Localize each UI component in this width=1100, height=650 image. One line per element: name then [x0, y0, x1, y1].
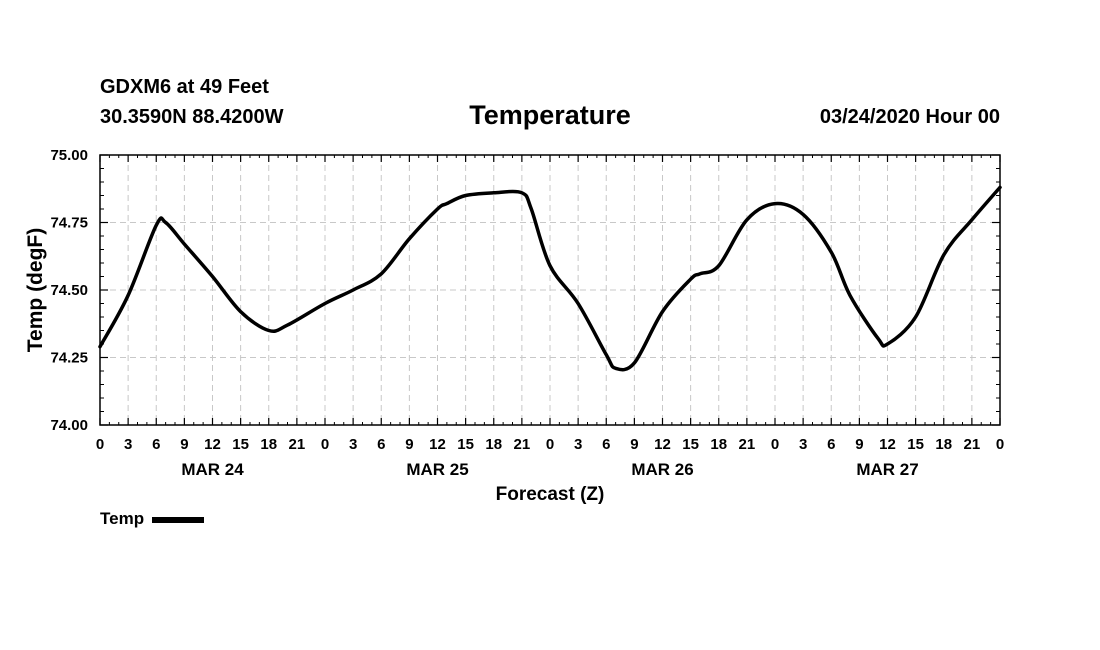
- x-tick-label: 12: [204, 436, 221, 453]
- x-tick-label: 21: [514, 436, 531, 453]
- y-tick-label: 74.50: [50, 282, 88, 299]
- x-tick-label: 15: [907, 436, 924, 453]
- x-tick-label: 9: [180, 436, 188, 453]
- x-tick-label: 3: [349, 436, 357, 453]
- x-axis-label: Forecast (Z): [496, 484, 605, 505]
- x-tick-label: 18: [710, 436, 727, 453]
- x-tick-label: 21: [739, 436, 756, 453]
- y-axis-label: Temp (degF): [24, 228, 47, 352]
- station-name: GDXM6 at 49 Feet: [100, 76, 269, 98]
- x-tick-label: 18: [485, 436, 502, 453]
- tick-layer: 0 3 6 9 12 15 18 21 0 3 6 9 12 15 18 21 0 3 6 9 12 15 18 21 0 3 6 9…: [50, 147, 1004, 479]
- x-tick-label: 6: [152, 436, 160, 453]
- x-tick-label: 12: [879, 436, 896, 453]
- x-tick-label: 21: [964, 436, 981, 453]
- plot-frame: [99, 154, 1001, 426]
- chart-title: Temperature: [469, 100, 631, 130]
- x-tick-label: 0: [771, 436, 779, 453]
- x-tick-label: 3: [574, 436, 582, 453]
- x-tick-label: 21: [289, 436, 306, 453]
- x-tick-label: 15: [682, 436, 699, 453]
- y-tick-label: 75.00: [50, 147, 88, 164]
- x-tick-label: 15: [232, 436, 249, 453]
- station-coordinates: 30.3590N 88.4200W: [100, 106, 284, 128]
- legend: Temp: [100, 509, 205, 529]
- x-tick-label: 9: [630, 436, 638, 453]
- y-tick-label: 74.75: [50, 215, 88, 232]
- x-tick-label: 9: [405, 436, 413, 453]
- x-tick-label: 18: [260, 436, 277, 453]
- x-tick-label: 0: [996, 436, 1004, 453]
- grid-layer: [100, 155, 1000, 425]
- x-day-label: MAR 25: [406, 460, 468, 479]
- x-tick-label: 6: [377, 436, 385, 453]
- x-tick-label: 9: [855, 436, 863, 453]
- x-tick-label: 0: [546, 436, 554, 453]
- x-tick-label: 18: [935, 436, 952, 453]
- x-day-label: MAR 27: [856, 460, 918, 479]
- x-tick-label: 12: [429, 436, 446, 453]
- x-tick-label: 0: [321, 436, 329, 453]
- legend-swatch-temp: [152, 517, 205, 523]
- y-tick-label: 74.00: [50, 417, 88, 434]
- y-tick-label: 74.25: [50, 350, 88, 367]
- x-tick-label: 0: [96, 436, 104, 453]
- x-tick-label: 12: [654, 436, 671, 453]
- forecast-date: 03/24/2020 Hour 00: [819, 106, 1000, 128]
- x-tick-label: 6: [827, 436, 835, 453]
- x-tick-label: 15: [457, 436, 474, 453]
- x-tick-label: 3: [124, 436, 132, 453]
- x-tick-label: 6: [602, 436, 610, 453]
- x-day-label: MAR 24: [181, 460, 244, 479]
- x-day-label: MAR 26: [631, 460, 693, 479]
- legend-label-temp: Temp: [100, 509, 145, 528]
- series-line-temp: [98, 185, 1002, 372]
- x-tick-label: 3: [799, 436, 807, 453]
